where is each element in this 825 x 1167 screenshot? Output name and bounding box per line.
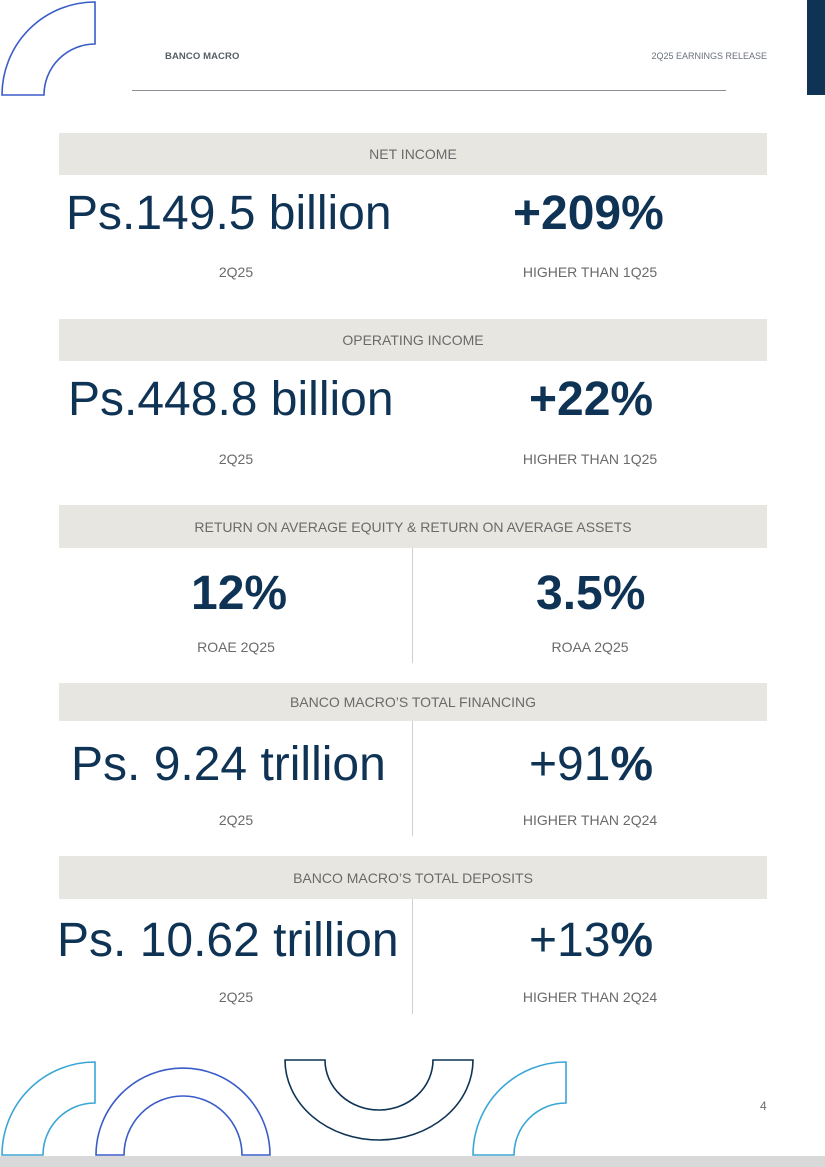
header-company: BANCO MACRO xyxy=(165,51,240,62)
total-financing-comparison: HIGHER THAN 2Q24 xyxy=(522,812,658,828)
deposits-divider xyxy=(412,899,413,1014)
total-deposits-growth-percent: % xyxy=(610,914,654,967)
roaa-label: ROAA 2Q25 xyxy=(551,639,629,655)
roaa-value: 3.5% xyxy=(536,567,646,620)
total-financing-growth-number: +91 xyxy=(529,738,611,791)
total-financing-value: Ps. 9.24 trillion xyxy=(71,738,386,791)
operating-income-value: Ps.448.8 billion xyxy=(68,373,394,426)
total-financing-period: 2Q25 xyxy=(218,812,254,828)
total-deposits-value: Ps. 10.62 trillion xyxy=(57,914,399,967)
section-title-net-income: NET INCOME xyxy=(59,133,767,175)
bottom-right-cyan-arc-shape xyxy=(472,1061,567,1156)
total-financing-growth-percent: % xyxy=(610,738,654,791)
net-income-period: 2Q25 xyxy=(218,264,254,280)
header-divider xyxy=(132,90,726,91)
top-left-arc-shape xyxy=(1,1,96,96)
net-income-value: Ps.149.5 billion xyxy=(66,187,392,240)
roae-roaa-divider xyxy=(412,548,413,663)
total-deposits-value-clip: Ps. 10.62 trillion xyxy=(0,899,413,979)
roae-label: ROAE 2Q25 xyxy=(197,639,275,655)
operating-income-growth: +22% xyxy=(529,373,654,426)
net-income-growth: +209% xyxy=(513,187,664,240)
total-deposits-period: 2Q25 xyxy=(218,989,254,1005)
bottom-gray-band xyxy=(0,1156,825,1167)
bottom-blue-semicircle-shape xyxy=(95,1067,271,1156)
total-financing-growth: +91% xyxy=(529,741,653,789)
section-title-total-deposits: BANCO MACRO’S TOTAL DEPOSITS xyxy=(59,856,767,899)
total-deposits-growth-number: +13 xyxy=(529,914,611,967)
bottom-navy-u-shape xyxy=(284,1059,474,1141)
financing-divider xyxy=(412,721,413,836)
total-deposits-growth: +13% xyxy=(529,917,653,965)
roae-value: 12% xyxy=(191,567,288,620)
net-income-comparison: HIGHER THAN 1Q25 xyxy=(522,264,658,280)
page-number: 4 xyxy=(760,1099,767,1113)
section-title-operating-income: OPERATING INCOME xyxy=(59,319,767,361)
operating-income-period: 2Q25 xyxy=(218,451,254,467)
top-right-accent-bar xyxy=(807,0,825,95)
section-title-total-financing: BANCO MACRO’S TOTAL FINANCING xyxy=(59,683,767,721)
operating-income-comparison: HIGHER THAN 1Q25 xyxy=(522,451,658,467)
section-title-roae-roaa: RETURN ON AVERAGE EQUITY & RETURN ON AVE… xyxy=(59,505,767,548)
total-deposits-comparison: HIGHER THAN 2Q24 xyxy=(522,989,658,1005)
header-report-title: 2Q25 EARNINGS RELEASE xyxy=(651,51,767,61)
bottom-left-cyan-arc-shape xyxy=(1,1061,96,1156)
